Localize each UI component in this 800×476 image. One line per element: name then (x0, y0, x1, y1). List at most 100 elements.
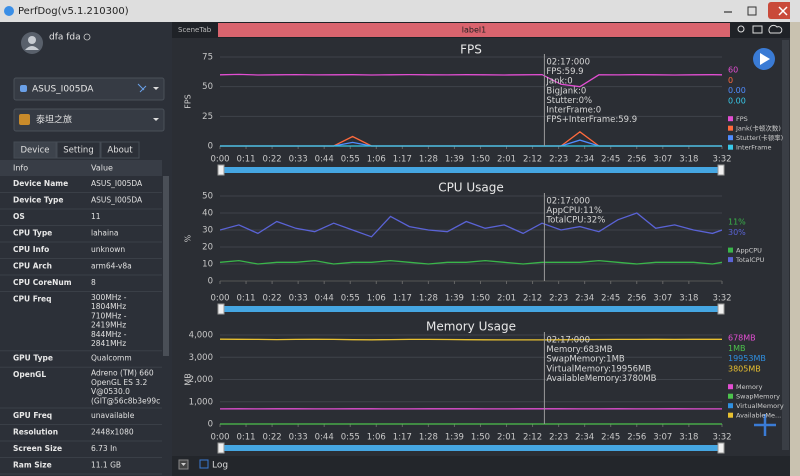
cursor-info: 02:17:000 (546, 336, 590, 346)
row-value: 844MHz - (91, 330, 127, 339)
row-key: CPU CoreNum (13, 278, 72, 287)
y-tick-label: 2,000 (189, 375, 213, 385)
x-tick-label: 0:22 (263, 294, 282, 304)
avatar-head (28, 36, 36, 44)
row-value: V@0530.0 (91, 387, 130, 396)
series-line (220, 73, 722, 88)
x-tick-label: 0:00 (210, 294, 229, 304)
legend-entry[interactable]: SwapMemory (736, 393, 780, 401)
x-tick-label: 3:32 (712, 155, 731, 165)
y-tick-label: 0 (208, 142, 213, 152)
slider-handle[interactable] (217, 164, 225, 176)
tab-label: Device (20, 146, 49, 156)
scene-tab[interactable]: SceneTab (178, 26, 212, 34)
row-key: CPU Arch (13, 262, 52, 271)
y-tick-label: 3,000 (189, 353, 213, 363)
cursor-info: AppCPU:11% (546, 206, 602, 216)
x-tick-label: 0:33 (289, 155, 308, 165)
y-tick-label: 50 (202, 82, 213, 92)
x-tick-label: 2:23 (549, 155, 568, 165)
cursor-info: 02:17:000 (546, 197, 590, 207)
toolbar-icons[interactable] (737, 24, 783, 34)
x-tick-label: 1:39 (445, 294, 464, 304)
y-tick-label: 25 (202, 112, 213, 122)
row-key: Resolution (13, 428, 58, 437)
connect-icon[interactable] (137, 83, 147, 93)
sidebar-scrollbar[interactable] (163, 176, 169, 356)
legend-swatch (728, 144, 733, 150)
main-scrollbar[interactable] (782, 40, 789, 450)
cursor-info: SwapMemory:1MB (546, 355, 625, 365)
x-tick-label: 0:00 (210, 433, 229, 443)
tab[interactable] (56, 141, 101, 159)
power-icon[interactable] (83, 33, 91, 41)
x-tick-label: 3:32 (712, 294, 731, 304)
y-tick-label: 75 (202, 53, 213, 63)
slider-handle[interactable] (217, 303, 225, 315)
time-slider[interactable] (222, 167, 720, 173)
slider-handle[interactable] (217, 442, 225, 454)
x-tick-label: 1:50 (471, 294, 490, 304)
tab[interactable] (13, 141, 57, 159)
legend-entry[interactable]: TotalCPU (735, 256, 765, 264)
y-tick-label: 10 (202, 260, 213, 270)
current-value: 30% (728, 228, 746, 237)
row-key: Device Name (13, 179, 68, 188)
row-value: 1804MHz (91, 302, 126, 311)
x-tick-label: 1:17 (393, 433, 412, 443)
x-tick-label: 2:01 (497, 155, 516, 165)
row-value: OpenGL ES 3.2 (91, 378, 147, 387)
legend-entry[interactable]: FPS (736, 115, 748, 123)
label-bar[interactable] (218, 23, 730, 37)
log-checkbox[interactable] (199, 459, 209, 469)
x-tick-label: 0:55 (341, 433, 360, 443)
table-header (0, 160, 162, 176)
row-value: 2419MHz (91, 321, 126, 330)
slider-handle[interactable] (717, 303, 725, 315)
row-value: (GIT@56c8b3e99c (91, 396, 160, 405)
tab[interactable] (100, 141, 140, 159)
series-line (220, 259, 722, 265)
cursor-info: TotalCPU:32% (545, 216, 605, 226)
time-slider[interactable] (222, 306, 720, 312)
legend-entry[interactable]: Memory (736, 383, 763, 391)
legend-entry[interactable]: AvailableMe... (736, 412, 781, 420)
y-axis-label: FPS (184, 94, 193, 109)
row-value: arm64-v8a (91, 262, 132, 271)
legend-entry[interactable]: Stutter(卡顿率) (736, 133, 783, 142)
current-value: 1MB (728, 344, 745, 353)
row-value: ASUS_I005DA (91, 196, 143, 205)
slider-handle[interactable] (717, 164, 725, 176)
y-tick-label: 50 (202, 192, 213, 202)
cursor-info: VirtualMemory:19956MB (546, 364, 651, 374)
x-tick-label: 0:11 (237, 433, 256, 443)
slider-handle[interactable] (717, 442, 725, 454)
series-line (220, 338, 722, 341)
row-key: OS (13, 212, 25, 221)
x-tick-label: 1:28 (419, 155, 438, 165)
add-button[interactable] (754, 414, 776, 436)
row-value: Adreno (TM) 660 (91, 369, 154, 378)
legend-entry[interactable]: InterFrame (736, 144, 772, 152)
y-tick-label: 0 (208, 420, 213, 430)
app-name: 泰坦之旅 (36, 114, 72, 126)
log-bar (172, 456, 790, 476)
row-value: 8 (91, 278, 96, 287)
current-value: 0.00 (728, 96, 746, 105)
legend-swatch (728, 412, 733, 418)
x-tick-label: 0:11 (237, 294, 256, 304)
row-key: GPU Type (13, 354, 53, 363)
row-value: 300MHz - (91, 293, 127, 302)
y-tick-label: 30 (202, 226, 213, 236)
current-value: 0 (728, 76, 733, 85)
current-value: 0.00 (728, 86, 746, 95)
legend-entry[interactable]: AppCPU (736, 247, 762, 255)
legend-entry[interactable]: VirtualMemory (736, 402, 784, 410)
time-slider[interactable] (222, 445, 720, 451)
x-tick-label: 1:50 (471, 433, 490, 443)
device-dropdown[interactable] (13, 77, 165, 101)
row-value: unknown (91, 245, 125, 254)
app-dropdown[interactable] (13, 108, 165, 132)
legend-entry[interactable]: Jank(卡顿次数) (735, 124, 781, 133)
x-tick-label: 3:18 (679, 433, 698, 443)
